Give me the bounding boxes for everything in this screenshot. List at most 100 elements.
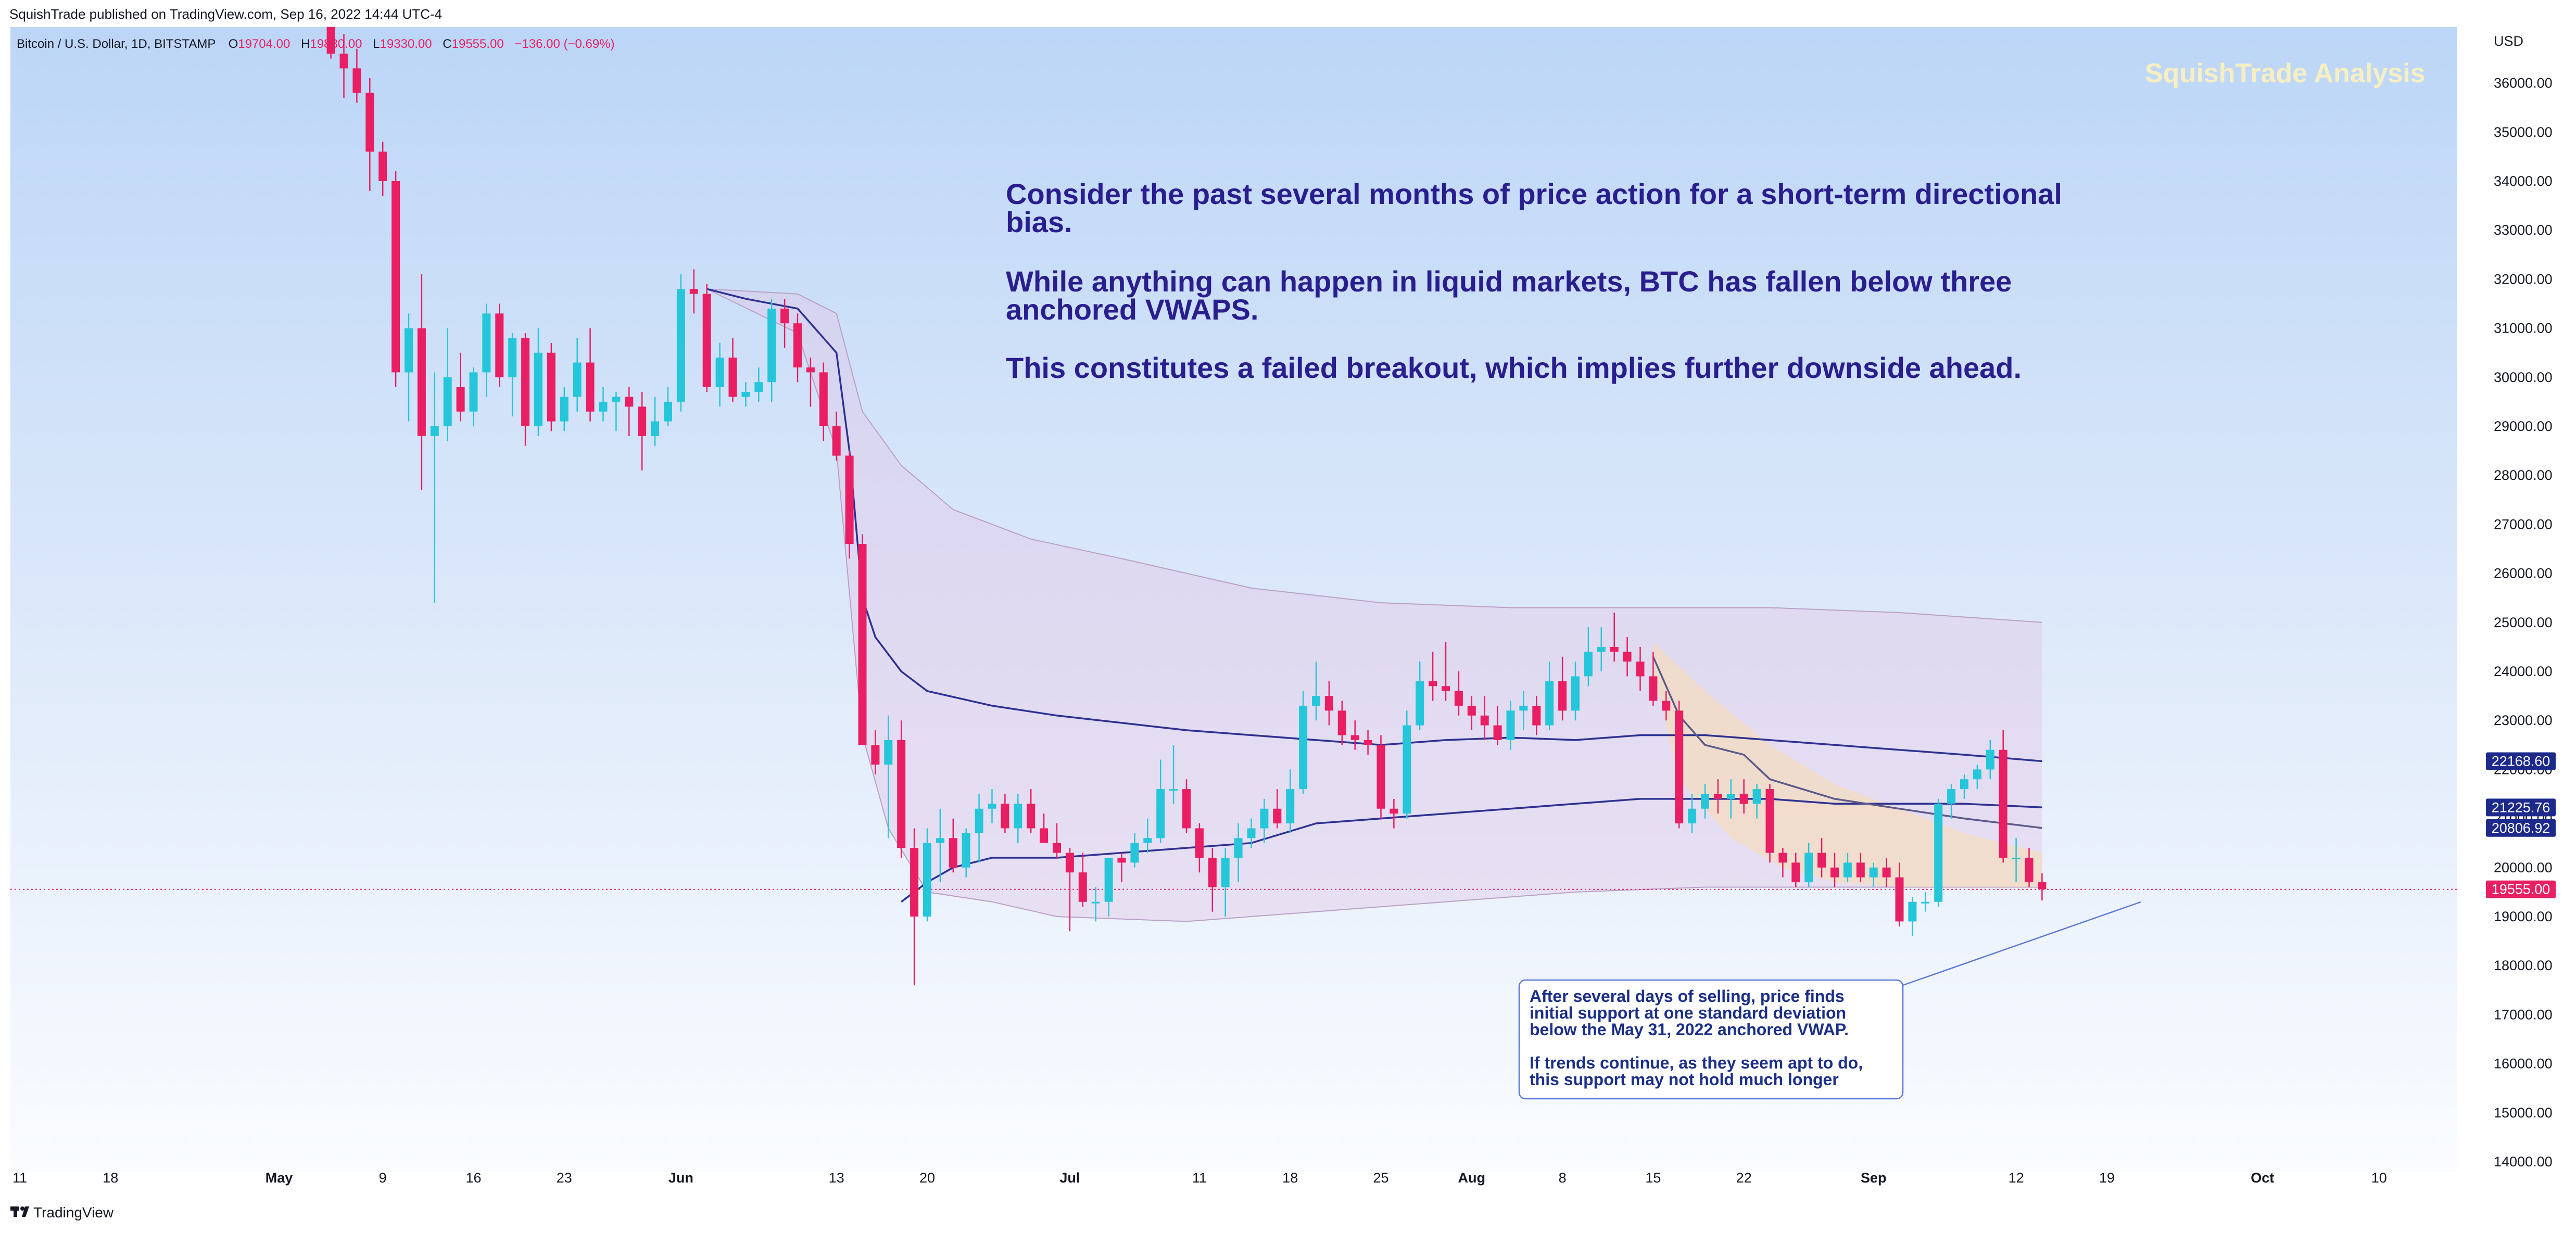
callout-connector: [1902, 901, 2141, 986]
candle-body: [1623, 652, 1632, 662]
candle: [702, 284, 711, 392]
candle-body: [664, 401, 672, 422]
candle-layer: [326, 27, 2047, 985]
candle-body: [651, 421, 660, 436]
x-tick-label: 22: [1736, 1170, 1752, 1186]
candle: [1726, 779, 1735, 819]
footer-brand: TradingView: [33, 1204, 114, 1221]
candle-body: [1247, 828, 1256, 838]
candle-body: [405, 328, 413, 373]
candle-body: [1143, 838, 1152, 843]
candle-body: [767, 308, 776, 383]
anchored-vwap-line: [901, 798, 2042, 903]
candle-body: [676, 289, 685, 402]
candle-body: [1713, 794, 1722, 799]
y-tick-label: 36000.00: [2494, 75, 2553, 91]
candle-body: [1804, 853, 1813, 883]
candle-body: [780, 308, 789, 324]
candle-body: [547, 352, 555, 422]
x-tick-label: Jun: [668, 1170, 693, 1186]
candle: [1752, 784, 1761, 819]
candle: [910, 828, 919, 985]
symbol-legend: Bitcoin / U.S. Dollar, 1D, BITSTAMP O197…: [17, 37, 615, 51]
y-tick-label: 30000.00: [2494, 370, 2553, 385]
candle-body: [715, 358, 724, 387]
candle-body: [1636, 662, 1645, 677]
callout-box[interactable]: [1518, 979, 1904, 1100]
candle-body: [1454, 691, 1463, 706]
price-tag: 22168.60: [2486, 752, 2556, 770]
watermark: SquishTrade Analysis: [2145, 58, 2425, 88]
candle: [728, 338, 737, 402]
candle-body: [521, 338, 530, 426]
candle-body: [962, 833, 970, 868]
x-tick-label: 12: [2009, 1170, 2024, 1186]
candle: [819, 362, 828, 441]
candle: [1636, 646, 1645, 691]
candle: [1467, 696, 1476, 731]
candle: [1169, 745, 1178, 804]
candle: [612, 392, 621, 431]
candle: [1143, 818, 1152, 853]
candle-body: [806, 367, 815, 373]
candle: [1260, 798, 1269, 843]
candle: [1312, 662, 1320, 721]
callout-line: this support may not hold much longer: [1530, 1070, 1839, 1089]
std-dev-band-layer: [706, 288, 2042, 922]
ohlc-open-value: 19704.00: [238, 37, 290, 51]
candle-body: [586, 362, 595, 412]
candle-body: [1299, 705, 1308, 790]
candle-body: [1908, 901, 1917, 922]
candle-body: [1234, 838, 1243, 858]
candle: [1778, 848, 1787, 878]
candle: [1221, 848, 1230, 917]
candle-body: [1519, 705, 1528, 711]
headline-line: anchored VWAPS.: [1006, 293, 1258, 326]
candle: [832, 411, 841, 461]
candle: [1519, 691, 1528, 731]
candle-body: [1584, 652, 1593, 677]
candle-body: [1182, 789, 1191, 829]
ohlc-high-value: 19880.00: [310, 37, 362, 51]
candle: [1558, 656, 1567, 721]
x-tick-label: 16: [465, 1170, 481, 1186]
y-tick-label: 25000.00: [2494, 615, 2553, 630]
candle-body: [1377, 745, 1385, 809]
x-tick-label: 10: [2371, 1170, 2387, 1186]
candle-body: [326, 27, 335, 54]
candle: [392, 171, 400, 387]
x-tick-label: 18: [103, 1170, 118, 1186]
candle-body: [2038, 882, 2047, 889]
price-tag-label: 20806.92: [2492, 820, 2550, 836]
candle-body: [754, 382, 763, 392]
candle: [1610, 612, 1619, 662]
candle-body: [1688, 808, 1697, 824]
ohlc-close-label: C: [443, 37, 451, 51]
candle-body: [456, 387, 465, 412]
candle-body: [612, 397, 621, 402]
candle: [1078, 853, 1087, 907]
candle: [1480, 696, 1489, 740]
candle: [1532, 696, 1541, 735]
x-tick-label: 20: [919, 1170, 935, 1186]
candle-body: [949, 838, 957, 868]
candle: [1649, 652, 1658, 706]
price-tag: 21225.76: [2486, 798, 2556, 817]
candle-body: [1312, 696, 1320, 706]
candle-body: [832, 426, 841, 456]
y-tick-label: 26000.00: [2494, 566, 2553, 581]
y-tick-label: 16000.00: [2494, 1056, 2553, 1072]
candle: [1830, 853, 1839, 887]
candle: [1403, 710, 1411, 819]
candle-body: [495, 313, 504, 377]
candle: [858, 534, 867, 745]
candle-body: [1869, 867, 1878, 878]
candle: [1195, 823, 1204, 873]
candle: [378, 142, 387, 196]
candle: [534, 328, 542, 436]
candle-body: [1986, 749, 1994, 770]
candle: [1999, 730, 2007, 863]
price-tag-label: 21225.76: [2492, 799, 2550, 815]
